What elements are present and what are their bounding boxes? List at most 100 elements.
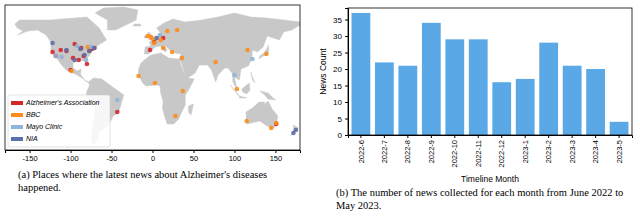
x-tick-mark (525, 135, 526, 138)
legend-label: NIA (26, 135, 38, 142)
y-tick-mark (345, 20, 348, 21)
bar (469, 39, 488, 135)
point (115, 98, 120, 103)
point (158, 38, 163, 43)
x-axis-title: Timeline Month (461, 174, 519, 184)
x-tick-label: 2023-4 (591, 140, 600, 163)
y-tick-mark (345, 53, 348, 54)
bar (422, 23, 441, 135)
x-tick-label: 2023-2 (544, 140, 553, 163)
x-tick: 2022-10 (450, 135, 459, 168)
map-panel: -150-100-50050100150Alzheimer's Associat… (5, 5, 301, 163)
bar (352, 13, 371, 135)
y-tick-label: 0 (338, 131, 343, 140)
caption: (a) Places where the latest news about A… (18, 168, 288, 194)
bar (586, 69, 605, 135)
land (251, 72, 255, 83)
bar (610, 122, 629, 135)
x-tick-label: -150 (23, 154, 38, 163)
point (82, 53, 87, 58)
x-tick-mark (431, 135, 432, 138)
x-tick: 2022-11 (474, 135, 483, 167)
point (153, 81, 158, 86)
point (92, 46, 97, 51)
x-tick-mark (30, 150, 31, 153)
point (78, 47, 83, 52)
point (250, 57, 255, 62)
bar (516, 79, 535, 135)
x-tick-label: 2023-1 (521, 140, 530, 163)
x-tick-label: -100 (64, 154, 79, 163)
x-tick-mark (275, 150, 276, 153)
point (148, 48, 153, 53)
x-tick-label: 2022-8 (403, 140, 412, 163)
x-tick: 50 (190, 150, 198, 163)
point (92, 46, 97, 51)
x-tick-label: 2022-12 (497, 140, 506, 168)
x-tick: -100 (64, 150, 79, 163)
point (274, 121, 279, 126)
x-tick-mark (619, 135, 620, 138)
point (59, 55, 64, 60)
x-tick-mark (193, 150, 194, 153)
x-tick-mark (153, 150, 154, 153)
bar (398, 66, 417, 135)
x-axis-line (349, 136, 633, 139)
y-tick-label: 5 (338, 115, 343, 124)
x-tick-mark (478, 135, 479, 138)
y-tick-mark (345, 86, 348, 87)
point (232, 73, 237, 78)
x-tick-mark (234, 150, 235, 153)
legend-label: BBC (26, 111, 41, 118)
point (291, 131, 296, 136)
y-tick-label: 35 (333, 16, 342, 25)
land (230, 85, 239, 96)
point (79, 46, 84, 51)
y-tick: 30 (333, 32, 348, 41)
y-tick: 0 (338, 131, 348, 140)
point (170, 50, 175, 55)
point (180, 56, 185, 61)
x-tick: 2023-2 (544, 135, 553, 163)
y-tick: 10 (333, 98, 348, 107)
x-tick-label: 2022-11 (474, 140, 483, 167)
legend-swatch (11, 125, 23, 129)
land (95, 7, 138, 30)
x-tick: 2022-12 (497, 135, 506, 168)
land (239, 96, 246, 98)
point (50, 41, 55, 46)
land (290, 125, 298, 136)
y-tick-mark (345, 36, 348, 37)
point (161, 46, 166, 51)
point (235, 87, 240, 92)
x-tick-mark (501, 135, 502, 138)
legend-swatch (11, 101, 23, 105)
y-tick: 35 (333, 16, 348, 25)
land (246, 101, 278, 128)
x-tick: 2022-7 (380, 135, 389, 163)
point (81, 54, 86, 59)
y-tick: 25 (333, 49, 348, 58)
x-tick-mark (112, 150, 113, 153)
x-tick-mark (548, 135, 549, 138)
x-axis-line (6, 151, 301, 154)
y-axis-title: News Count (318, 48, 328, 95)
bar (539, 43, 558, 135)
bar-panel: 051015202530352022-62022-72022-82022-920… (318, 8, 633, 184)
x-tick: 2022-9 (427, 135, 436, 163)
x-axis: 2022-62022-72022-82022-92022-102022-1120… (349, 135, 633, 168)
y-tick: 15 (333, 82, 348, 91)
point (58, 48, 63, 53)
point (87, 49, 92, 54)
legend-swatch (11, 137, 23, 141)
point (64, 48, 69, 53)
bar (492, 82, 511, 135)
x-tick: -150 (23, 150, 38, 163)
land (260, 91, 276, 100)
x-tick-mark (384, 135, 385, 138)
x-tick: 2023-5 (615, 135, 624, 163)
point (245, 48, 250, 53)
caption: (b) The number of news collected for eac… (336, 186, 636, 212)
y-axis-line (345, 9, 349, 136)
point (269, 126, 274, 131)
